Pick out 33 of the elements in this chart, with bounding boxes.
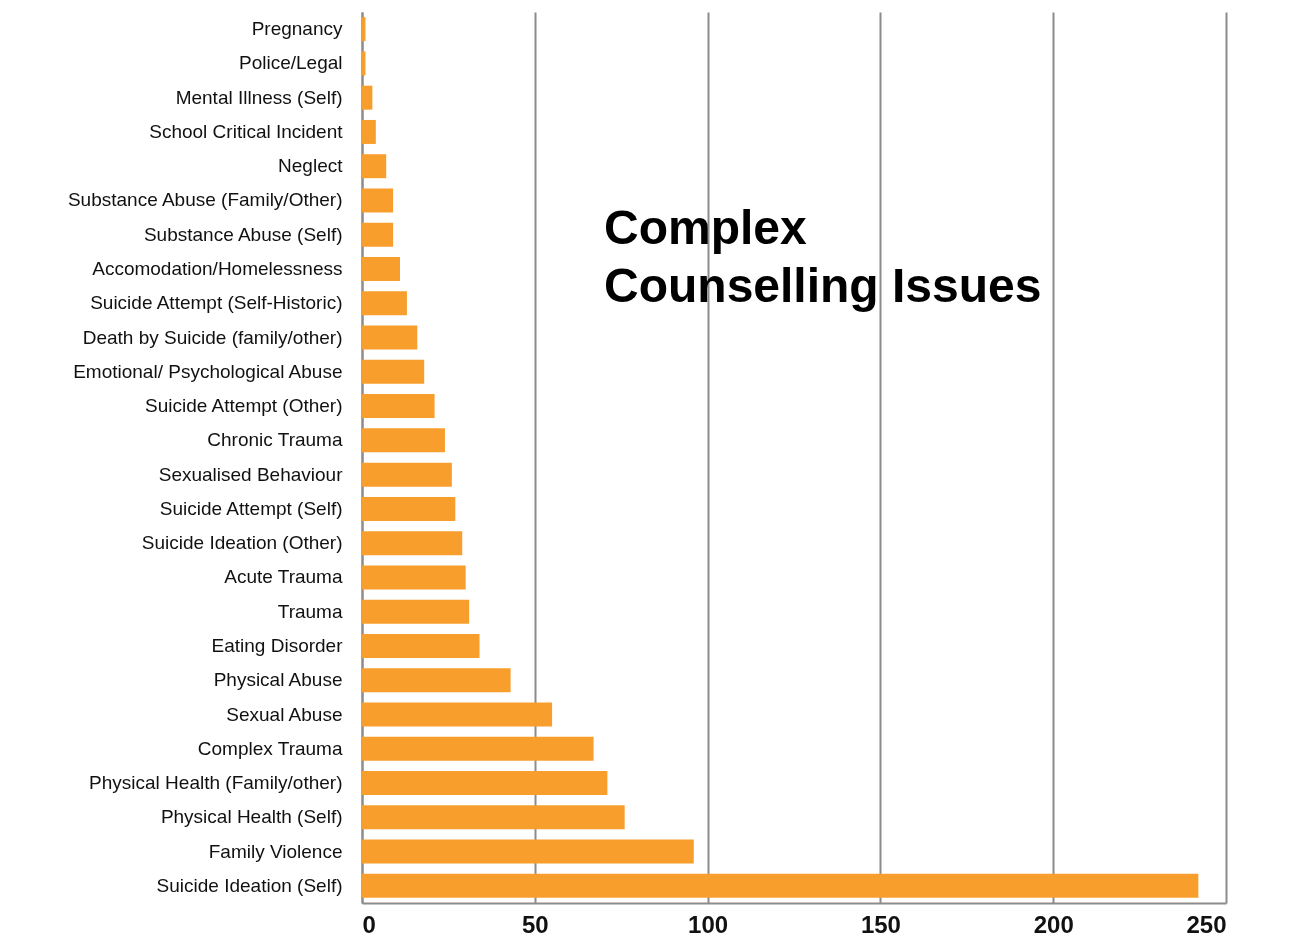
x-tick-label: 200 [1033, 910, 1074, 938]
x-tick-label: 100 [688, 910, 729, 938]
y-tick-label: Suicide Ideation (Self) [156, 874, 343, 896]
y-tick-label: Trauma [277, 600, 343, 622]
y-tick-label: Eating Disorder [211, 634, 344, 656]
y-tick-label: Suicide Attempt (Other) [145, 395, 343, 417]
x-tick-label: 50 [521, 910, 549, 938]
y-tick-label: Acute Trauma [224, 566, 343, 588]
y-tick-label: Accomodation/Homelessness [92, 258, 343, 280]
y-tick-label: Neglect [278, 155, 344, 177]
y-tick-label: Pregnancy [251, 18, 343, 40]
x-tick-label: 0 [362, 910, 376, 938]
y-tick-label: Suicide Ideation (Other) [141, 532, 343, 554]
y-tick-label: Police/Legal [238, 52, 343, 74]
y-tick-label: Sexual Abuse [226, 703, 343, 725]
text: Complex Counselling Issues [604, 201, 1042, 312]
y-tick-label: Death by Suicide (family/other) [82, 326, 343, 348]
y-tick-label: Mental Illness (Self) [175, 86, 343, 108]
y-tick-label: Physical Health (Family/other) [89, 772, 343, 794]
y-tick-label: School Critical Incident [149, 120, 344, 142]
x-tick-label: 150 [860, 910, 901, 938]
y-tick-label: Sexualised Behaviour [158, 463, 344, 485]
y-tick-label: Emotional/ Psychological Abuse [73, 360, 343, 382]
y-tick-label: Physical Abuse [213, 669, 343, 691]
x-tick-label: 250 [1186, 910, 1227, 938]
y-tick-label: Physical Health (Self) [160, 806, 343, 828]
y-tick-label: Complex Trauma [197, 737, 343, 759]
y-tick-label: Chronic Trauma [207, 429, 343, 451]
y-tick-label: Family Violence [208, 840, 343, 862]
y-tick-label: Substance Abuse (Family/Other) [67, 189, 343, 211]
y-tick-label: Suicide Attempt (Self-Historic) [90, 292, 343, 314]
y-tick-label: Suicide Attempt (Self) [159, 497, 343, 519]
y-tick-label: Substance Abuse (Self) [143, 223, 343, 245]
